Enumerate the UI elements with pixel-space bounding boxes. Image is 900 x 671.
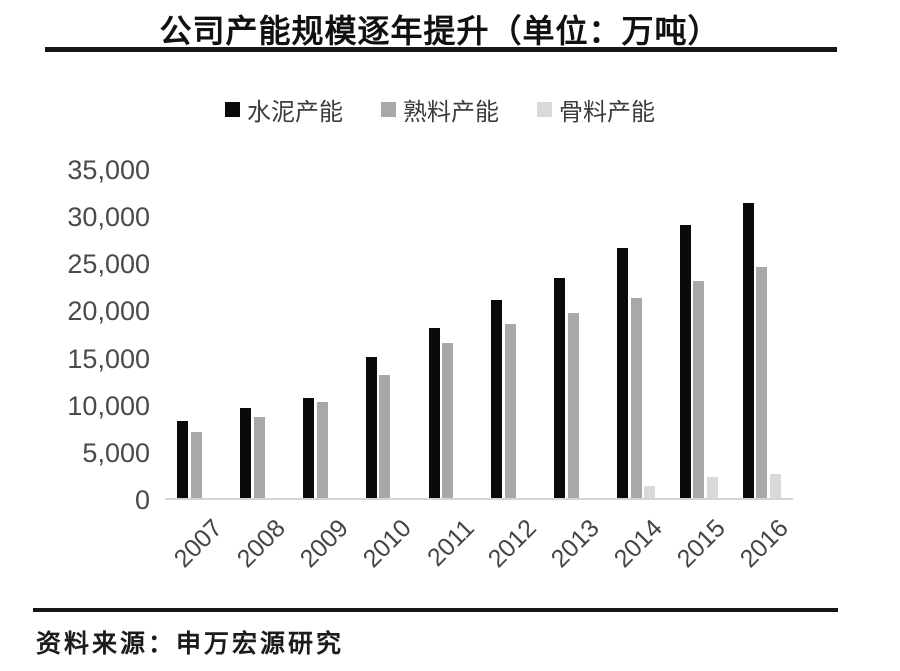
bar-cement-2013: [554, 278, 566, 498]
bar-cement-2016: [742, 202, 754, 498]
y-axis: 0 5,000 10,000 15,000 20,000 25,000 30,000 35,0…: [40, 155, 150, 515]
bar-cement-2012: [491, 300, 503, 498]
y-axis-label: 10,000: [67, 390, 150, 421]
bar-cement-2007: [177, 420, 189, 498]
x-axis-label: 2011: [421, 514, 480, 572]
y-axis-label: 30,000: [67, 202, 150, 233]
x-axis-label: 2012: [483, 514, 543, 574]
x-axis-label: 2014: [608, 514, 668, 574]
y-axis-label: 0: [134, 485, 150, 515]
title-rule: [45, 47, 837, 52]
x-axis-label: 2015: [671, 514, 731, 574]
plot-area: [165, 170, 793, 500]
y-axis-label: 5,000: [82, 437, 150, 468]
source-note: 资料来源：申万宏源研究: [36, 631, 345, 658]
bar-cement-2014: [617, 248, 628, 498]
legend-swatch-icon: [225, 102, 240, 117]
legend-item-clinker: 熟料产能: [381, 92, 499, 127]
x-axis-label: 2008: [231, 514, 291, 574]
bottom-rule: [33, 608, 838, 612]
bar-clinker-2009: [316, 401, 328, 498]
bar-cement-2009: [303, 398, 314, 498]
bar-clinker-2016: [756, 267, 768, 498]
x-axis-label: 2013: [545, 514, 605, 574]
legend-item-cement: 水泥产能: [225, 92, 343, 127]
y-axis-label: 25,000: [67, 249, 150, 280]
bar-cement-2015: [679, 224, 691, 498]
y-axis-label: 20,000: [67, 296, 150, 327]
bar-clinker-2007: [190, 432, 202, 498]
legend-label: 水泥产能: [247, 99, 343, 126]
legend-swatch-icon: [537, 102, 552, 117]
bar-cement-2008: [240, 408, 252, 498]
bar-cement-2011: [428, 328, 440, 498]
bar-clinker-2010: [379, 375, 391, 498]
bar-aggregate-2016: [769, 474, 781, 498]
legend-swatch-icon: [381, 102, 396, 117]
bar-aggregate-2015: [706, 477, 718, 498]
x-axis-label: 2009: [294, 514, 354, 574]
y-axis-label: 15,000: [67, 343, 150, 374]
legend-item-aggregate: 骨料产能: [537, 92, 655, 127]
x-axis: 2007 2008 2009 2010 2011 2012 2013 2014 2015 2016: [165, 506, 793, 586]
bar-clinker-2015: [693, 281, 705, 498]
bar-aggregate-2014: [644, 485, 655, 498]
legend: 水泥产能 熟料产能 骨料产能: [0, 92, 880, 127]
bar-clinker-2014: [630, 298, 642, 498]
bar-clinker-2012: [504, 323, 516, 498]
x-axis-label: 2016: [734, 514, 794, 574]
legend-label: 熟料产能: [403, 99, 499, 126]
legend-label: 骨料产能: [559, 99, 655, 126]
chart-title: 公司产能规模逐年提升（单位：万吨）: [159, 13, 721, 49]
x-axis-label: 2007: [169, 514, 229, 574]
bar-clinker-2013: [567, 313, 579, 498]
bar-cement-2010: [365, 356, 377, 498]
bar-clinker-2008: [253, 416, 265, 498]
y-axis-label: 35,000: [67, 155, 150, 185]
x-axis-label: 2010: [357, 514, 417, 574]
bar-clinker-2011: [442, 343, 454, 498]
